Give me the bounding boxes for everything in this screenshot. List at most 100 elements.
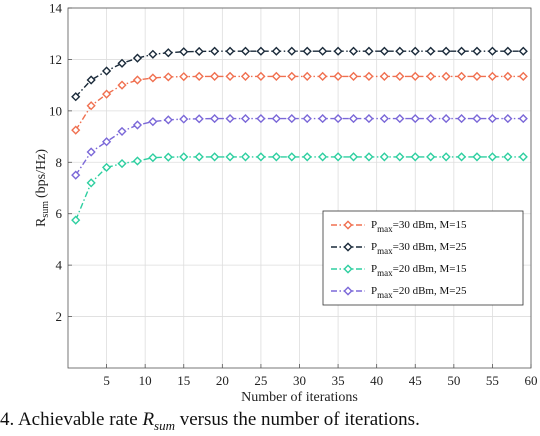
data-point: [287, 113, 297, 124]
data-point: [287, 71, 297, 81]
data-point: [256, 152, 266, 162]
series-4: [71, 113, 528, 180]
legend-entry: Pmax=20 dBm, M=25: [331, 285, 467, 300]
data-point: [86, 178, 96, 188]
caption-math-main: R: [142, 409, 155, 430]
legend-label: Pmax=30 dBm, M=25: [371, 241, 467, 256]
data-point: [240, 46, 251, 56]
data-point: [132, 75, 143, 85]
x-tick-label: 45: [409, 373, 422, 388]
x-tick-label: 10: [139, 373, 152, 388]
data-point: [194, 46, 204, 57]
data-point: [225, 113, 235, 124]
data-point: [240, 71, 251, 81]
data-point: [132, 120, 143, 130]
y-tick-label: 8: [56, 155, 63, 170]
x-tick-label: 15: [177, 373, 190, 388]
data-point: [302, 152, 312, 162]
data-point: [456, 71, 467, 81]
legend-label-main: P: [371, 263, 377, 275]
y-axis-label-sub: sum: [40, 201, 51, 218]
data-point: [518, 113, 528, 124]
data-point: [71, 92, 81, 102]
data-point: [302, 113, 312, 124]
data-point: [225, 152, 235, 162]
data-point: [271, 46, 281, 56]
caption-math-sub: sum: [154, 417, 175, 433]
data-point: [271, 113, 281, 124]
data-point: [210, 152, 220, 162]
y-tick-label: 12: [49, 52, 62, 67]
data-point: [456, 113, 467, 124]
data-point: [426, 46, 436, 56]
data-point: [333, 46, 343, 56]
x-tick-label: 25: [254, 373, 267, 388]
data-point: [410, 46, 420, 56]
data-point: [225, 71, 235, 81]
data-point: [256, 71, 266, 81]
legend-label-main: P: [371, 285, 377, 297]
data-point: [179, 72, 189, 82]
legend-label-rest: =20 dBm, M=15: [393, 263, 467, 275]
data-point: [472, 71, 482, 81]
caption-prefix: 4. Achievable rate: [0, 409, 143, 430]
data-point: [503, 113, 513, 124]
legend-label-sub: max: [377, 290, 393, 300]
data-point: [101, 66, 112, 76]
data-point: [194, 152, 204, 162]
data-point: [472, 113, 482, 124]
x-ticks: 5 10 15 20 25 30 35 40 45 50 55 60: [103, 364, 538, 388]
series-1: [71, 71, 528, 135]
y-tick-label: 10: [49, 103, 62, 118]
x-tick-label: 50: [447, 373, 460, 388]
data-point: [426, 71, 436, 81]
data-point: [379, 152, 389, 162]
legend-label-rest: =30 dBm, M=15: [393, 219, 467, 231]
data-point: [179, 152, 189, 162]
data-point: [117, 126, 127, 137]
x-axis-label: Number of iterations: [241, 390, 358, 405]
legend-label-sub: max: [377, 224, 393, 234]
legend-label-rest: =30 dBm, M=25: [393, 241, 467, 253]
data-point: [487, 46, 498, 56]
data-point: [364, 113, 374, 124]
data-point: [163, 72, 173, 82]
data-point: [256, 46, 266, 56]
data-point: [456, 46, 467, 56]
data-point: [240, 113, 251, 124]
data-point: [441, 71, 451, 81]
legend-label-rest: =20 dBm, M=25: [393, 285, 467, 297]
data-point: [179, 114, 189, 124]
data-point: [101, 89, 112, 99]
legend-label-sub: max: [377, 268, 393, 278]
data-point: [333, 152, 343, 162]
data-point: [426, 113, 436, 124]
data-point: [364, 152, 374, 162]
y-axis-label-unit: (bps/Hz): [34, 149, 49, 198]
data-point: [225, 46, 235, 56]
legend-marker: [343, 220, 353, 230]
data-point: [441, 113, 451, 124]
legend-label: Pmax=20 dBm, M=15: [371, 263, 467, 278]
legend-label-main: P: [371, 241, 377, 253]
data-point: [395, 71, 405, 81]
data-point: [503, 71, 513, 81]
data-point: [379, 113, 389, 124]
data-point: [426, 152, 436, 162]
x-tick-label: 55: [486, 373, 499, 388]
data-point: [410, 71, 420, 81]
data-point: [148, 49, 158, 59]
data-point: [194, 71, 204, 81]
data-point: [287, 46, 297, 56]
data-point: [240, 152, 251, 162]
data-point: [101, 162, 112, 173]
data-point: [210, 46, 220, 56]
data-point: [472, 152, 482, 162]
data-point: [518, 152, 528, 162]
data-point: [86, 147, 96, 157]
data-point: [163, 48, 173, 58]
data-point: [518, 46, 528, 56]
data-point: [117, 80, 127, 90]
legend-marker: [343, 242, 353, 252]
